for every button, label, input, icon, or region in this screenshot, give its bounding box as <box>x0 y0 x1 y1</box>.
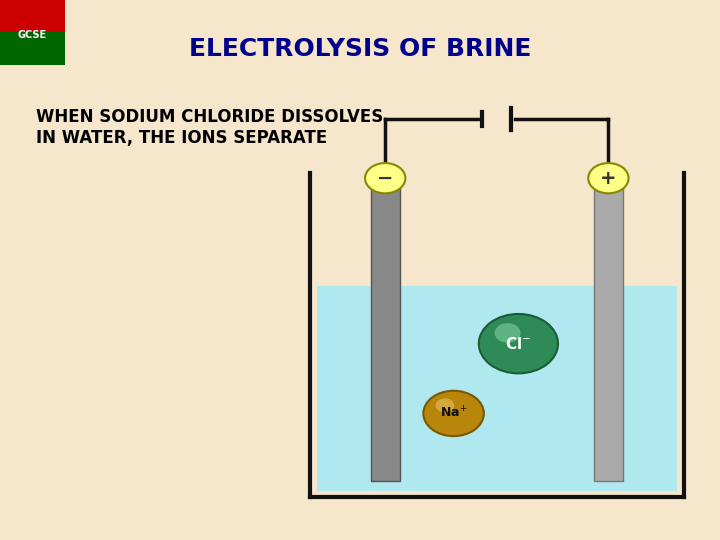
Circle shape <box>588 163 629 193</box>
Text: −: − <box>377 168 393 188</box>
Text: ELECTROLYSIS OF BRINE: ELECTROLYSIS OF BRINE <box>189 37 531 60</box>
Circle shape <box>436 399 454 413</box>
Circle shape <box>495 323 521 342</box>
Circle shape <box>365 163 405 193</box>
Text: GCSE: GCSE <box>18 30 47 40</box>
Bar <box>371 184 400 481</box>
Circle shape <box>423 391 484 436</box>
Bar <box>317 286 677 491</box>
Text: +: + <box>600 168 616 188</box>
Circle shape <box>479 314 558 373</box>
Text: WHEN SODIUM CHLORIDE DISSOLVES
IN WATER, THE IONS SEPARATE: WHEN SODIUM CHLORIDE DISSOLVES IN WATER,… <box>36 108 383 147</box>
Bar <box>0 32 65 65</box>
Bar <box>0 0 65 65</box>
Text: Cl$^{-}$: Cl$^{-}$ <box>505 336 531 352</box>
Bar <box>594 184 623 481</box>
Text: Na$^{+}$: Na$^{+}$ <box>440 406 467 421</box>
